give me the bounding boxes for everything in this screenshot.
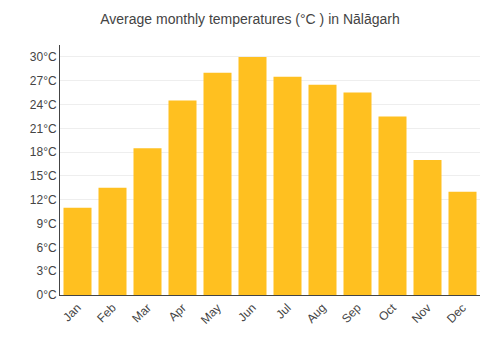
svg-text:12°C: 12°C [30,193,57,207]
svg-text:Dec: Dec [444,301,469,326]
svg-text:May: May [198,301,224,327]
svg-text:18°C: 18°C [30,145,57,159]
svg-text:Feb: Feb [94,301,119,326]
svg-text:Oct: Oct [376,300,400,324]
svg-text:Average monthly temperatures (: Average monthly temperatures (°C ) in Nā… [100,11,399,27]
svg-text:Jan: Jan [60,301,84,325]
svg-text:6°C: 6°C [36,241,56,255]
svg-text:Sep: Sep [339,301,364,326]
svg-text:9°C: 9°C [36,217,56,231]
svg-text:Mar: Mar [129,301,154,326]
svg-text:Nov: Nov [409,301,434,326]
svg-text:Jul: Jul [273,301,294,322]
svg-text:3°C: 3°C [36,264,56,278]
svg-text:15°C: 15°C [30,169,57,183]
svg-text:30°C: 30°C [30,50,57,64]
svg-text:Jun: Jun [235,301,259,325]
svg-text:21°C: 21°C [30,122,57,136]
svg-text:24°C: 24°C [30,98,57,112]
svg-text:0°C: 0°C [36,288,56,302]
svg-text:Aug: Aug [304,301,329,326]
svg-text:Apr: Apr [166,301,189,324]
svg-text:27°C: 27°C [30,74,57,88]
